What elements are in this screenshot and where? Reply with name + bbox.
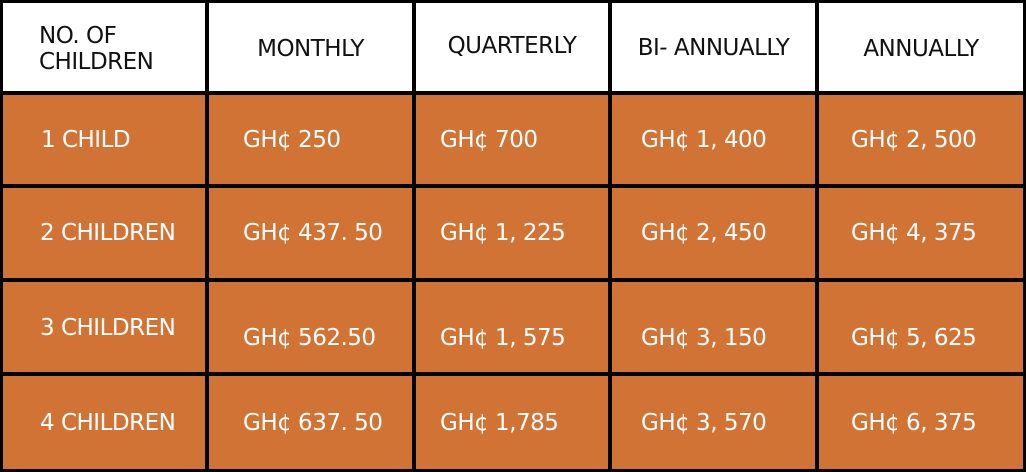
row-4-biannually: GH¢ 3, 570 <box>612 376 815 469</box>
row-1-children: 1 CHILD <box>3 95 205 184</box>
row-1-annually: GH¢ 2, 500 <box>819 95 1023 184</box>
row-2-monthly: GH¢ 437. 50 <box>209 188 412 278</box>
header-biannually: BI- ANNUALLY <box>612 3 815 91</box>
row-4-monthly: GH¢ 637. 50 <box>209 376 412 469</box>
row-1-monthly: GH¢ 250 <box>209 95 412 184</box>
row-3-quarterly: GH¢ 1, 575 <box>416 282 608 372</box>
row-3-annually: GH¢ 5, 625 <box>819 282 1023 372</box>
row-4-annually: GH¢ 6, 375 <box>819 376 1023 469</box>
row-2-biannually: GH¢ 2, 450 <box>612 188 815 278</box>
row-1-quarterly: GH¢ 700 <box>416 95 608 184</box>
row-2-annually: GH¢ 4, 375 <box>819 188 1023 278</box>
row-4-quarterly: GH¢ 1,785 <box>416 376 608 469</box>
header-monthly: MONTHLY <box>209 3 412 91</box>
row-2-children: 2 CHILDREN <box>3 188 205 278</box>
row-1-biannually: GH¢ 1, 400 <box>612 95 815 184</box>
row-3-monthly: GH¢ 562.50 <box>209 282 412 372</box>
row-3-children: 3 CHILDREN <box>3 282 205 372</box>
header-quarterly: QUARTERLY <box>416 3 608 91</box>
header-children: NO. OF CHILDREN <box>3 3 205 91</box>
header-annually: ANNUALLY <box>819 3 1023 91</box>
row-3-biannually: GH¢ 3, 150 <box>612 282 815 372</box>
row-2-quarterly: GH¢ 1, 225 <box>416 188 608 278</box>
row-4-children: 4 CHILDREN <box>3 376 205 469</box>
